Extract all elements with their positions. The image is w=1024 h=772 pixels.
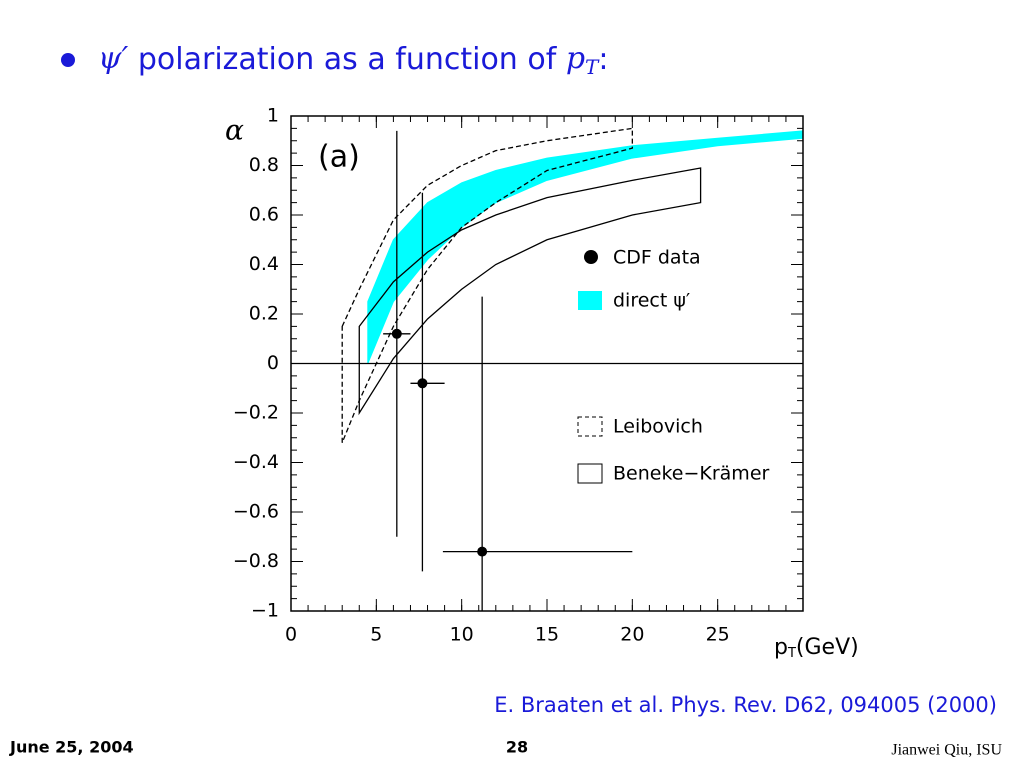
y-tick-label: −0.8 <box>233 550 279 572</box>
x-label-sub: T <box>787 646 796 661</box>
legend-label: CDF data <box>613 247 701 269</box>
x-label-unit: (GeV) <box>796 635 859 660</box>
x-tick-label: 10 <box>450 624 474 646</box>
x-label-var: p <box>774 635 788 660</box>
x-tick-label: 5 <box>370 624 382 646</box>
legend-marker <box>584 250 598 264</box>
page-number: 28 <box>506 738 528 757</box>
y-tick-label: −0.4 <box>233 451 279 473</box>
legend-swatch <box>577 416 603 437</box>
legend-label: direct ψ′ <box>613 290 690 312</box>
y-tick-label: 0.4 <box>249 253 279 275</box>
title-end: : <box>598 42 608 77</box>
y-tick-label: 0.2 <box>249 303 279 325</box>
data-point <box>477 546 488 557</box>
author: Jianwei Qiu, ISU <box>891 742 1002 759</box>
plot-area <box>291 127 803 611</box>
reference: E. Braaten et al. Phys. Rev. D62, 094005… <box>494 693 997 717</box>
title-sub: T <box>585 55 600 79</box>
y-tick-label: 1 <box>267 105 279 127</box>
y-axis-label: α <box>225 114 244 147</box>
data-point <box>417 378 428 389</box>
y-tick-label: 0.8 <box>249 154 279 176</box>
annotation: (a) <box>318 140 360 175</box>
y-tick-label: 0 <box>267 352 279 374</box>
band <box>341 127 633 443</box>
x-tick-label: 0 <box>285 624 297 646</box>
legend-label: Beneke−Krämer <box>613 463 770 485</box>
bullet <box>61 53 75 67</box>
x-tick-label: 15 <box>535 624 559 646</box>
y-tick-label: −1 <box>251 600 279 622</box>
title-var: p <box>566 41 585 76</box>
x-tick-label: 25 <box>706 624 730 646</box>
x-axis-label: pT(GeV) <box>774 635 859 661</box>
band <box>367 130 803 364</box>
title-symbol: ψ′ <box>98 41 129 76</box>
y-tick-label: 0.6 <box>249 204 279 226</box>
legend-swatch <box>578 291 602 310</box>
x-tick-label: 20 <box>620 624 644 646</box>
y-tick-label: −0.2 <box>233 402 279 424</box>
date: June 25, 2004 <box>9 738 134 757</box>
title-text: polarization as a function of <box>128 42 565 77</box>
legend-label: Leibovich <box>613 416 703 438</box>
data-point <box>391 328 402 339</box>
y-tick-label: −0.6 <box>233 501 279 523</box>
band <box>358 167 702 416</box>
legend-swatch <box>577 463 603 484</box>
slide-title: ψ′ polarization as a function of pT: <box>98 41 608 79</box>
